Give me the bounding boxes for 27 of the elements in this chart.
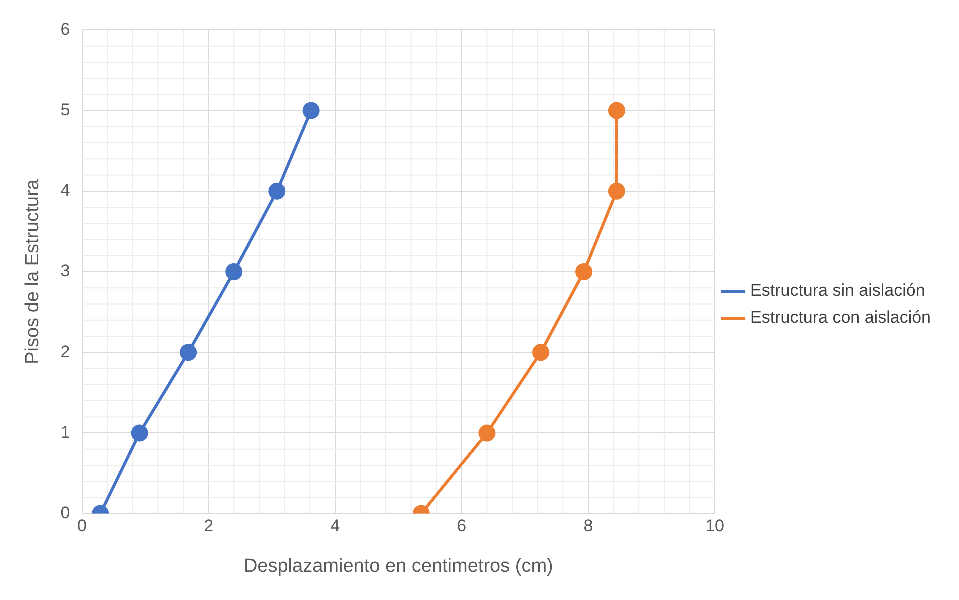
- x-tick-label: 8: [584, 516, 594, 536]
- x-axis-title: Desplazamiento en centimetros (cm): [244, 556, 554, 577]
- x-tick-label: 4: [330, 516, 340, 536]
- y-tick-label: 2: [60, 342, 70, 362]
- legend-label: Estructura con aislación: [750, 308, 932, 328]
- point: [268, 182, 286, 200]
- y-tick-label: 5: [60, 100, 70, 120]
- y-axis-title: Pisos de la Estructura: [22, 179, 44, 364]
- point: [608, 182, 626, 200]
- x-tick-label: 6: [457, 516, 467, 536]
- y-tick-label: 6: [60, 20, 70, 39]
- point: [131, 424, 148, 442]
- legend-label: Estructura sin aislación: [750, 281, 926, 300]
- point: [478, 424, 496, 442]
- x-tick-label: 0: [78, 516, 87, 536]
- y-tick-label: 1: [60, 422, 70, 442]
- point: [180, 344, 198, 362]
- point: [576, 264, 593, 280]
- point: [302, 102, 320, 120]
- y-tick-label: 3: [60, 262, 70, 281]
- point: [226, 264, 243, 280]
- y-tick-label: 4: [60, 181, 70, 200]
- x-tick-label: 10: [706, 516, 724, 536]
- y-tick-label: 0: [60, 503, 70, 522]
- point: [532, 344, 550, 362]
- point: [608, 102, 626, 120]
- x-tick-label: 2: [204, 516, 214, 536]
